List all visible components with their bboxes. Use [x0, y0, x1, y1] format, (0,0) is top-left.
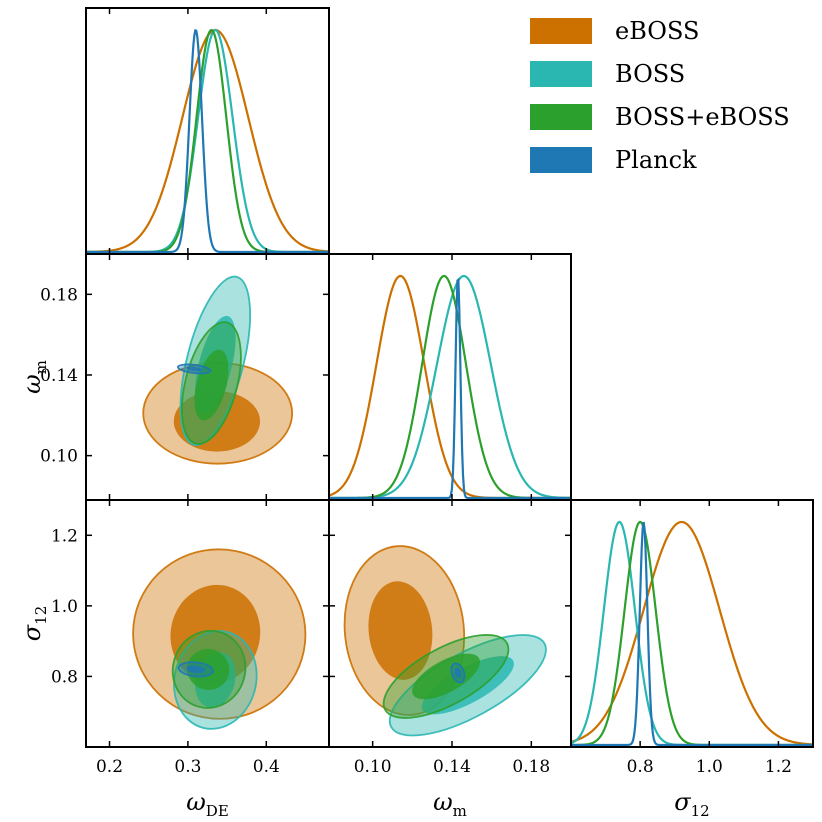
x-tick-label-omega-de: 0.2 — [96, 757, 123, 777]
x-tick-label-sigma-12: 0.8 — [627, 757, 654, 777]
contour-boss-68 — [421, 656, 514, 715]
marginal-omega-m-boss — [329, 274, 571, 500]
panel-frame-layer — [85, 7, 814, 748]
x-axis-label-sigma-12: σ12 — [674, 788, 709, 820]
legend-label-boss: BOSS — [615, 60, 685, 88]
legend: eBOSS BOSS BOSS+eBOSS Planck — [530, 17, 790, 174]
x-tick-label-sigma-12: 1.2 — [765, 757, 792, 777]
y-axis-label-sigma-12: σ12 — [18, 606, 50, 641]
y-tick-label-omega-m: 0.18 — [40, 285, 78, 305]
marginal-omega-m-planck — [329, 277, 571, 500]
marginal-panel-omega-de — [86, 28, 329, 254]
y-axis-label-omega-m: ωm — [18, 360, 50, 394]
x-tick-label-omega-de: 0.4 — [253, 757, 280, 777]
contour-eboss-68 — [368, 581, 433, 680]
contour-boss-eboss-68 — [187, 648, 230, 690]
x-tick-label-omega-m: 0.10 — [354, 757, 392, 777]
y-tick-label-omega-m: 0.10 — [40, 447, 78, 467]
contour-boss-eboss-68 — [412, 653, 480, 700]
contour-panel-omega-de-sigma-12 — [132, 548, 307, 730]
y-tick-label-sigma-12: 1.0 — [51, 597, 78, 617]
contour-fill-layer — [132, 275, 547, 737]
y-tick-label-omega-m: 0.14 — [40, 366, 78, 386]
legend-swatch-boss-eboss — [530, 104, 592, 130]
x-tick-label-sigma-12: 1.0 — [696, 757, 723, 777]
x-tick-label-omega-m: 0.18 — [512, 757, 550, 777]
x-axis-label-omega-m: ωm — [433, 788, 467, 820]
x-tick-label-omega-m: 0.14 — [433, 757, 471, 777]
x-axis-label-omega-de: ωDE — [186, 788, 229, 820]
y-tick-label-sigma-12: 0.8 — [51, 667, 78, 687]
panel-frame-r1-c1 — [328, 253, 572, 501]
legend-label-eboss: eBOSS — [615, 17, 699, 45]
legend-swatch-boss — [530, 61, 592, 87]
legend-swatch-planck — [530, 147, 592, 173]
legend-label-boss-eboss: BOSS+eBOSS — [615, 103, 790, 131]
contour-panel-omega-m-sigma-12 — [343, 545, 547, 737]
marginal-panel-omega-m — [329, 274, 571, 500]
marginal-panel-sigma-12 — [571, 520, 813, 747]
contour-planck-68 — [186, 665, 206, 674]
legend-label-planck: Planck — [615, 146, 697, 174]
x-tick-label-omega-de: 0.3 — [174, 757, 201, 777]
legend-swatch-eboss — [530, 18, 592, 44]
contour-panel-omega-de-omega-m — [142, 275, 294, 465]
marginal-sigma-12-eboss — [571, 520, 813, 746]
marginal-omega-m-eboss — [329, 274, 571, 500]
marginal-omega-de-planck — [86, 28, 329, 254]
marginal-omega-m-boss-eboss — [329, 274, 571, 500]
tick-layer: 0.2 0.3 0.4 ωDE 0.10 0.14 0.18 ωm 0.8 1.0 1.2 σ12 0.… — [18, 8, 792, 820]
panel-frame-r2-c2 — [570, 499, 814, 748]
marginal-sigma-12-planck — [571, 521, 813, 747]
contour-planck-68 — [186, 366, 202, 372]
contour-planck-68 — [454, 667, 462, 678]
y-tick-label-sigma-12: 1.2 — [51, 526, 78, 546]
